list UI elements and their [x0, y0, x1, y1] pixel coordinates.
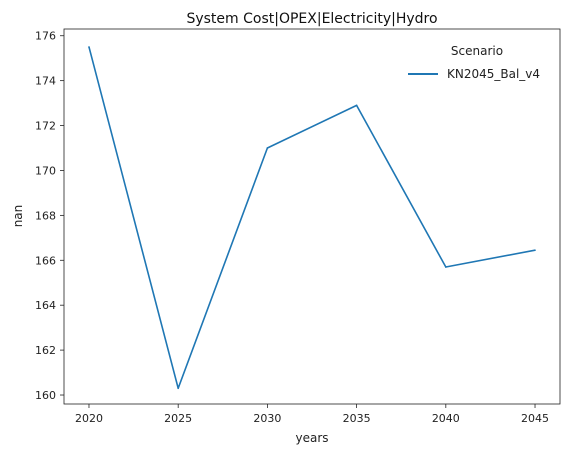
data-point	[355, 104, 358, 107]
y-axis: 160 162 164 166 168 170 172 174 176	[35, 30, 64, 402]
x-tick-label: 2020	[75, 412, 103, 425]
y-tick-label: 162	[35, 344, 56, 357]
y-tick-label: 176	[35, 30, 56, 43]
chart-title: System Cost|OPEX|Electricity|Hydro	[186, 11, 437, 27]
y-tick-label: 166	[35, 254, 56, 267]
y-axis-label: nan	[11, 205, 25, 228]
legend-entry-label: KN2045_Bal_v4	[447, 67, 540, 81]
data-point	[445, 266, 447, 268]
y-tick-label: 172	[35, 120, 56, 133]
data-point	[266, 147, 269, 149]
series-line-0	[88, 46, 536, 390]
legend-title: Scenario	[451, 44, 503, 58]
x-tick-label: 2045	[521, 412, 549, 425]
data-point	[88, 46, 90, 48]
x-axis-label: years	[295, 431, 328, 445]
x-tick-label: 2025	[164, 412, 192, 425]
y-tick-label: 170	[35, 164, 56, 177]
data-point	[534, 249, 536, 251]
y-tick-label: 160	[35, 389, 56, 402]
y-tick-label: 168	[35, 209, 56, 222]
data-point	[177, 387, 179, 390]
x-tick-label: 2035	[343, 412, 371, 425]
plot-area	[63, 28, 561, 405]
y-tick-label: 164	[35, 299, 56, 312]
y-tick-label: 174	[35, 75, 56, 88]
series-layer	[88, 46, 536, 390]
legend: Scenario KN2045_Bal_v4	[408, 44, 540, 81]
x-tick-label: 2040	[432, 412, 460, 425]
x-axis: 2020 2025 2030 2035 2040 2045	[75, 404, 549, 425]
x-tick-label: 2030	[253, 412, 281, 425]
